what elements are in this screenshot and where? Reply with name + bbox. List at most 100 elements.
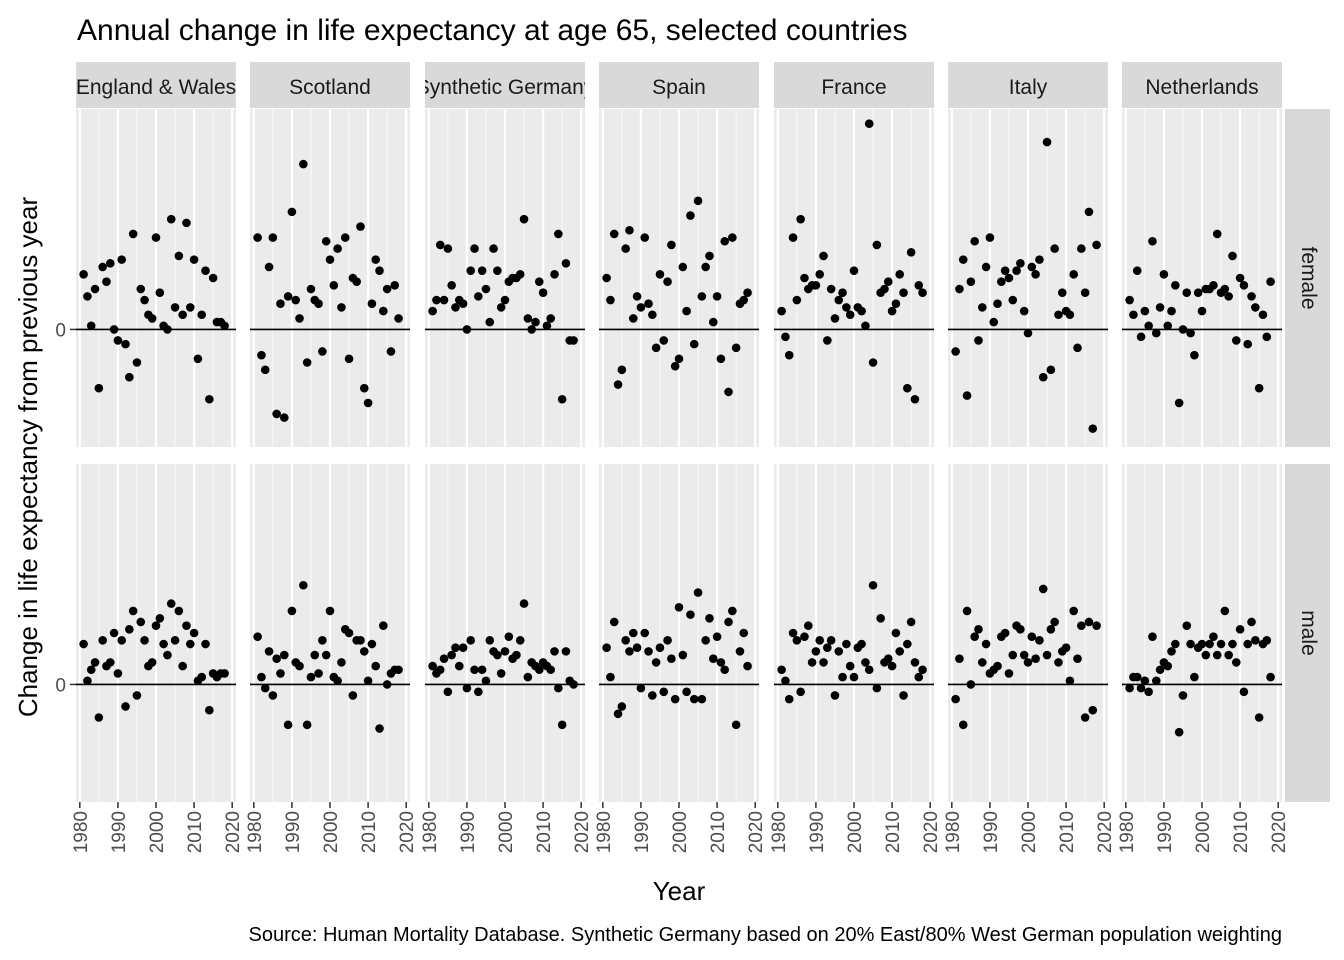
data-point [193, 354, 203, 364]
data-point [1144, 687, 1153, 697]
data-point [788, 628, 798, 638]
data-point [394, 665, 403, 675]
data-point [716, 658, 726, 667]
facet-strip-column [774, 62, 934, 108]
data-point [796, 687, 805, 697]
data-point [1073, 343, 1082, 353]
data-point [333, 676, 342, 686]
data-point [670, 361, 680, 371]
data-point [876, 614, 885, 623]
data-point [178, 661, 187, 671]
data-point [257, 350, 266, 360]
data-point [170, 303, 180, 312]
facet-strip-column [425, 62, 585, 108]
x-tick-label: 1980 [420, 811, 441, 853]
data-point [1031, 654, 1040, 664]
data-point [90, 658, 100, 667]
data-point [731, 720, 741, 730]
data-point [125, 625, 134, 634]
data-point [550, 270, 559, 279]
data-point [659, 336, 669, 345]
data-point [674, 602, 684, 612]
data-point [864, 119, 874, 128]
data-point [1000, 266, 1010, 275]
data-point [1125, 295, 1134, 305]
data-point [447, 281, 456, 290]
data-point [834, 647, 844, 656]
data-point [197, 310, 207, 320]
data-point [1228, 251, 1237, 261]
data-point [534, 665, 544, 675]
data-point [1239, 281, 1249, 290]
data-point [1266, 672, 1275, 682]
data-point [955, 284, 964, 294]
data-point [117, 255, 127, 264]
data-point [1042, 137, 1052, 147]
data-point [1190, 672, 1199, 682]
data-point [644, 647, 653, 656]
data-point [1019, 306, 1029, 316]
data-point [977, 658, 987, 667]
data-point [272, 654, 281, 664]
data-point [962, 391, 972, 400]
data-point [830, 314, 840, 323]
data-point [287, 207, 297, 217]
data-point [159, 639, 168, 649]
data-point [1008, 650, 1018, 660]
data-point [325, 255, 335, 264]
x-tick-label: 2010 [534, 811, 555, 853]
data-point [136, 284, 146, 294]
data-point [279, 650, 289, 660]
data-point [682, 687, 691, 697]
data-point [257, 672, 266, 682]
data-point [792, 636, 802, 645]
data-point [197, 672, 207, 682]
data-point [1251, 636, 1260, 645]
data-point [344, 628, 354, 638]
data-point [470, 244, 479, 253]
data-point [834, 295, 844, 305]
data-point [697, 292, 707, 301]
data-point [1254, 383, 1264, 393]
data-point [777, 306, 786, 316]
data-point [174, 606, 184, 616]
data-point [743, 288, 752, 297]
data-point [648, 691, 657, 700]
data-point [1016, 625, 1025, 634]
data-point [386, 347, 396, 356]
data-point [981, 639, 991, 649]
data-point [170, 636, 180, 645]
data-point [1247, 617, 1256, 627]
data-point [83, 292, 92, 301]
data-point [1027, 632, 1037, 641]
data-point [659, 687, 669, 697]
data-point [201, 639, 210, 649]
data-point [519, 214, 529, 224]
data-point [337, 658, 346, 667]
data-point [1140, 676, 1150, 686]
data-point [496, 669, 506, 678]
data-point [1092, 240, 1101, 250]
x-tick-label: 1990 [109, 811, 130, 853]
data-point [1054, 658, 1063, 667]
data-point [1151, 328, 1161, 338]
data-point [697, 694, 707, 704]
data-point [868, 580, 878, 590]
data-point [1035, 636, 1044, 645]
data-point [1235, 625, 1245, 634]
data-point [803, 621, 813, 630]
data-point [997, 277, 1006, 286]
data-point [367, 299, 377, 309]
data-point [861, 658, 870, 667]
data-point [466, 266, 476, 275]
data-point [1050, 617, 1059, 627]
data-point [481, 676, 491, 686]
data-point [178, 310, 187, 320]
data-point [318, 347, 327, 356]
data-point [1084, 617, 1094, 627]
data-point [253, 233, 262, 242]
data-point [966, 277, 976, 286]
data-point [493, 650, 502, 660]
data-point [443, 244, 453, 253]
data-point [371, 255, 381, 264]
